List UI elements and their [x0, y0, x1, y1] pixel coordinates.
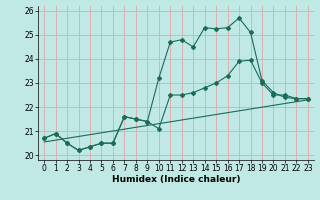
- X-axis label: Humidex (Indice chaleur): Humidex (Indice chaleur): [112, 175, 240, 184]
